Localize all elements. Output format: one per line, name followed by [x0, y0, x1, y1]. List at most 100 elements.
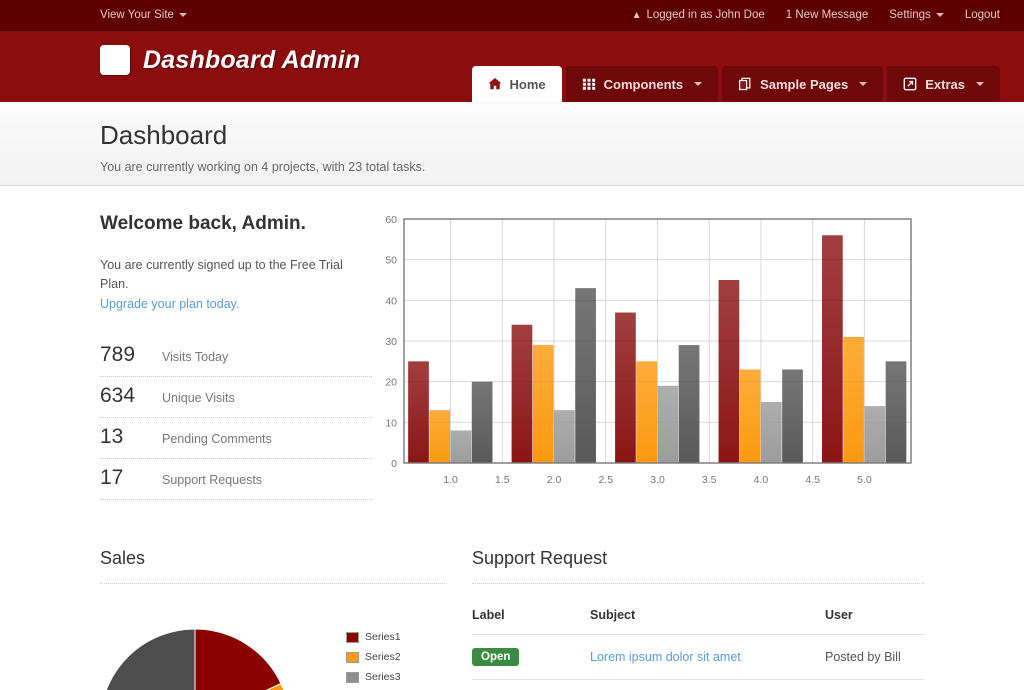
- welcome-panel: Welcome back, Admin. You are currently s…: [100, 213, 372, 501]
- logout-link[interactable]: Logout: [964, 9, 1000, 21]
- home-icon: [488, 78, 501, 90]
- plan-info: You are currently signed up to the Free …: [100, 256, 372, 314]
- support-subject-link[interactable]: Lorem ipsum dolor sit amet: [590, 650, 741, 665]
- chevron-down-icon: [694, 82, 703, 86]
- user-icon: ▲: [631, 10, 642, 21]
- column-header-label: Label: [472, 604, 590, 636]
- nav-item-home[interactable]: Home: [471, 66, 562, 102]
- svg-text:10: 10: [385, 417, 397, 429]
- svg-text:2.0: 2.0: [547, 474, 562, 486]
- chevron-down-icon: [935, 12, 944, 17]
- view-your-site-label: View Your Site: [100, 9, 174, 21]
- content-row-bottom: Sales Series1Series2Series3Series4 Suppo…: [100, 548, 924, 690]
- cell-user: Posted by Bill: [825, 634, 924, 681]
- table-header: Label Subject User: [472, 604, 924, 636]
- svg-text:3.5: 3.5: [702, 474, 717, 486]
- stat-value: 17: [100, 466, 124, 490]
- svg-text:40: 40: [385, 295, 397, 307]
- svg-text:0: 0: [391, 458, 397, 470]
- support-request-panel: Support Request Label Subject User Open: [472, 548, 924, 690]
- main-navigation: Home Components Sample Pages: [471, 66, 1000, 102]
- bar-chart-panel: 0 10 20 30 40 50 60 1.0 1.5 2.0 2.5 3.0 3.5 4.0 4.5 5.0: [372, 213, 924, 500]
- external-link-icon: [903, 77, 917, 91]
- cell-subject: Lorem ipsum dolor sit amet: [590, 634, 825, 681]
- table-header-row: Label Subject User: [472, 604, 924, 636]
- content-row-top: Welcome back, Admin. You are currently s…: [100, 186, 924, 501]
- nav-item-components[interactable]: Components: [565, 66, 719, 102]
- svg-text:3.0: 3.0: [650, 474, 665, 486]
- svg-text:2.5: 2.5: [598, 474, 613, 486]
- upgrade-plan-link[interactable]: Upgrade your plan today.: [100, 296, 240, 311]
- svg-text:20: 20: [385, 377, 397, 389]
- nav-label-components: Components: [603, 76, 684, 92]
- table-row: Open Lorem ipsum dolor sit amet Posted b…: [472, 634, 924, 681]
- table-body: Open Lorem ipsum dolor sit amet Posted b…: [472, 634, 924, 681]
- cell-label: Open: [472, 634, 590, 681]
- status-badge: Open: [472, 648, 520, 667]
- settings-label: Settings: [889, 9, 931, 21]
- divider: [472, 583, 924, 585]
- brand-title: Dashboard Admin: [143, 45, 361, 74]
- topbar-right: ▲ Logged in as John Doe 1 New Message Set…: [632, 9, 1000, 21]
- nav-item-extras[interactable]: Extras: [887, 66, 1000, 102]
- settings-menu[interactable]: Settings: [889, 9, 944, 21]
- chevron-down-icon: [178, 12, 187, 17]
- chevron-down-icon: [976, 82, 984, 86]
- topbar-left: View Your Site: [100, 9, 187, 21]
- support-request-table: Label Subject User Open Lorem ipsum dolo…: [472, 604, 924, 681]
- page-subtitle: You are currently working on 4 projects,…: [100, 160, 426, 174]
- sales-heading: Sales: [100, 548, 146, 569]
- legend-item: Series1: [346, 631, 401, 643]
- svg-text:60: 60: [385, 214, 397, 226]
- site-header: Dashboard Admin Home Components: [0, 31, 1024, 102]
- legend-label: Series3: [365, 671, 401, 684]
- svg-text:1.5: 1.5: [495, 474, 510, 486]
- view-your-site-link[interactable]: View Your Site: [100, 9, 187, 21]
- stat-label: Unique Visits: [162, 391, 235, 406]
- legend-swatch: [346, 671, 359, 683]
- stats-list: 789 Visits Today 634 Unique Visits 13 Pe…: [100, 336, 372, 501]
- stat-label: Pending Comments: [162, 432, 272, 447]
- legend-swatch: [346, 631, 359, 643]
- stat-label: Support Requests: [162, 473, 263, 488]
- brand[interactable]: Dashboard Admin: [100, 45, 360, 75]
- stat-row-visits-today: 789 Visits Today: [100, 336, 372, 378]
- plan-text: You are currently signed up to the Free …: [100, 258, 343, 292]
- logged-in-status: ▲ Logged in as John Doe: [632, 9, 765, 21]
- legend-swatch: [346, 651, 359, 663]
- page-title-band: Dashboard You are currently working on 4…: [0, 102, 1024, 186]
- grid-icon: [582, 78, 595, 90]
- page-title: Dashboard: [100, 120, 228, 150]
- nav-label-sample-pages: Sample Pages: [760, 76, 849, 92]
- svg-text:4.5: 4.5: [805, 474, 820, 486]
- stat-row-pending-comments: 13 Pending Comments: [100, 418, 372, 460]
- pie-chart-svg: [105, 628, 285, 690]
- logo-icon: [100, 45, 130, 75]
- stat-row-unique-visits: 634 Unique Visits: [100, 377, 372, 419]
- stat-value: 789: [100, 343, 136, 367]
- legend-item: Series3: [346, 671, 401, 683]
- legend-label: Series2: [365, 651, 401, 664]
- chevron-down-icon: [859, 82, 868, 86]
- stat-value: 13: [100, 425, 124, 449]
- legend-item: Series2: [346, 651, 401, 663]
- stat-label: Visits Today: [162, 350, 229, 365]
- welcome-heading: Welcome back, Admin.: [100, 213, 306, 234]
- sales-panel: Sales Series1Series2Series3Series4: [100, 548, 445, 690]
- svg-text:30: 30: [385, 336, 397, 348]
- svg-text:5.0: 5.0: [857, 474, 872, 486]
- nav-item-sample-pages[interactable]: Sample Pages: [722, 66, 884, 102]
- stat-value: 634: [100, 384, 136, 408]
- pages-icon: [739, 77, 751, 91]
- logged-in-label: Logged in as John Doe: [646, 9, 765, 21]
- main-content: Welcome back, Admin. You are currently s…: [0, 186, 1024, 690]
- stat-row-support-requests: 17 Support Requests: [100, 459, 372, 501]
- svg-text:50: 50: [385, 255, 397, 267]
- legend-label: Series1: [365, 631, 401, 644]
- svg-text:1.0: 1.0: [443, 474, 458, 486]
- bar-chart: 0 10 20 30 40 50 60 1.0 1.5 2.0 2.5 3.0 3.5 4.0 4.5 5.0: [372, 213, 917, 498]
- bar-chart-svg: 0 10 20 30 40 50 60 1.0 1.5 2.0 2.5 3.0 3.5 4.0 4.5 5.0: [385, 214, 912, 486]
- top-utility-bar: View Your Site ▲ Logged in as John Doe 1 …: [0, 0, 1024, 31]
- column-header-user: User: [825, 604, 924, 636]
- new-message-link[interactable]: 1 New Message: [785, 9, 869, 21]
